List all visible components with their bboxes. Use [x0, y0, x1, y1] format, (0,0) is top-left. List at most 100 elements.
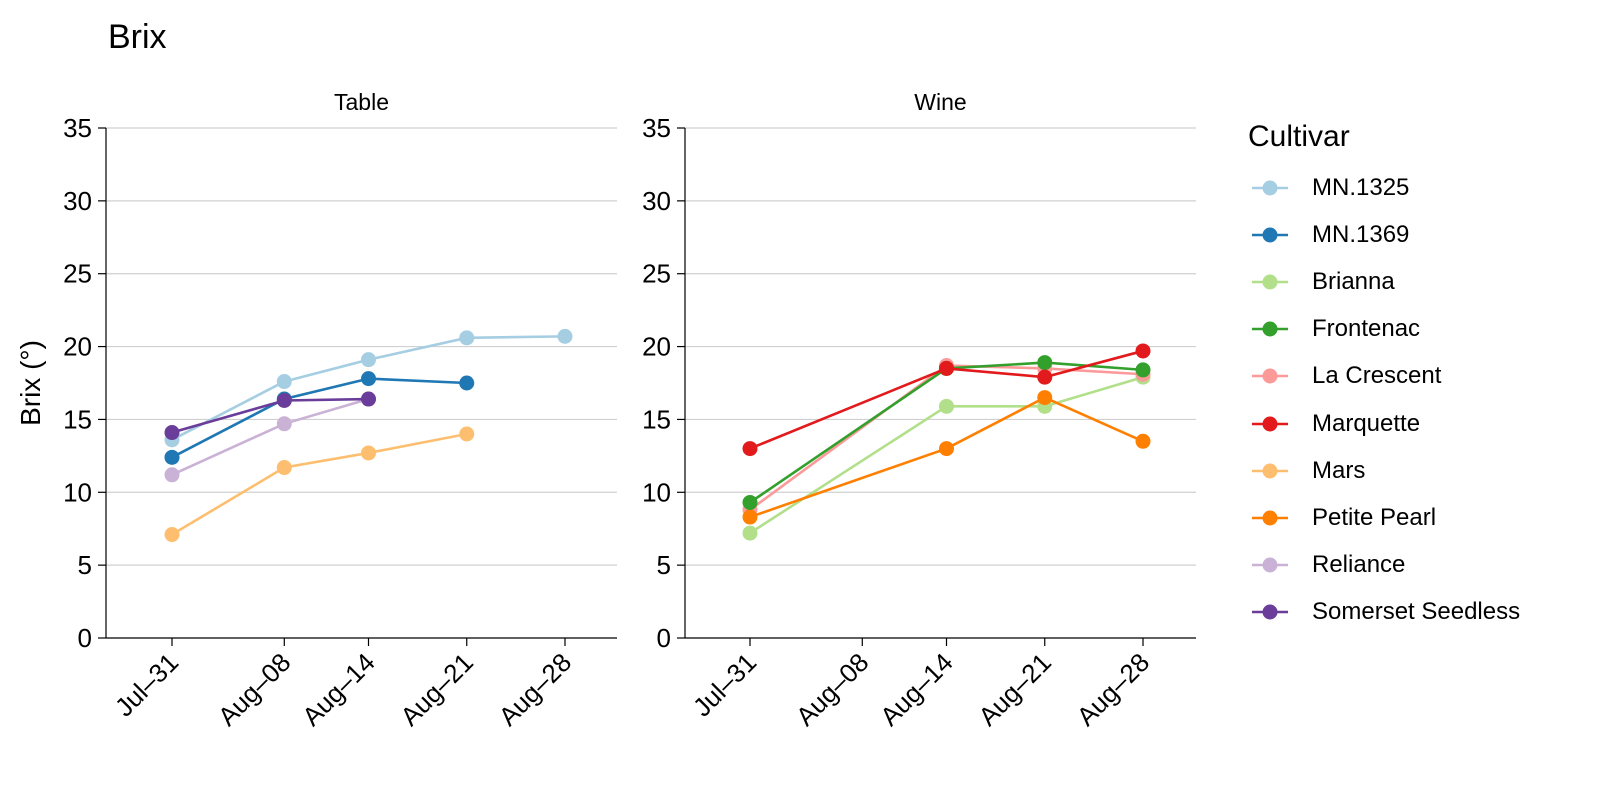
- data-point: [1135, 343, 1151, 359]
- legend-label: Frontenac: [1312, 315, 1421, 343]
- series-line: [171, 397, 369, 476]
- data-point: [361, 445, 376, 461]
- y-tick-label: 35: [642, 113, 671, 143]
- data-point: [742, 441, 758, 457]
- data-point: [276, 374, 292, 390]
- data-point: [276, 460, 292, 476]
- y-tick-label: 5: [78, 550, 92, 580]
- legend-label: Mars: [1312, 456, 1366, 484]
- legend: Cultivar MN.1325 MN.1369 Brianna Frontenac L…: [1248, 120, 1520, 636]
- series-line: [749, 349, 1144, 450]
- page-title: Brix: [108, 18, 167, 56]
- y-tick-label: 10: [63, 477, 92, 507]
- data-point: [1037, 355, 1053, 371]
- x-tick-label: Aug–21: [394, 647, 479, 732]
- data-point: [164, 425, 180, 441]
- data-point: [1037, 390, 1053, 406]
- y-tick-label: 10: [642, 477, 671, 507]
- data-point: [164, 449, 180, 465]
- legend-item: Somerset Seedless: [1248, 589, 1520, 636]
- x-tick-label: Aug–14: [874, 647, 959, 732]
- data-point: [1135, 433, 1151, 449]
- legend-item: MN.1325: [1248, 164, 1520, 211]
- legend-swatch: [1252, 604, 1288, 620]
- y-tick-label: 0: [657, 623, 671, 653]
- y-tick-label: 5: [657, 550, 671, 580]
- series-line: [749, 361, 1144, 504]
- panel-title: Table: [334, 89, 389, 115]
- data-point: [1135, 362, 1151, 378]
- y-tick-label: 20: [642, 332, 671, 362]
- y-tick-label: 25: [642, 259, 671, 289]
- y-axis-label: Brix (°): [15, 340, 46, 426]
- legend-swatch: [1252, 321, 1288, 337]
- legend-swatch: [1252, 463, 1288, 479]
- legend-item: La Crescent: [1248, 353, 1520, 400]
- data-point: [276, 392, 292, 408]
- legend-label: Petite Pearl: [1312, 503, 1437, 531]
- legend-swatch: [1252, 227, 1288, 243]
- legend-item: Frontenac: [1248, 306, 1520, 353]
- series-line: [749, 375, 1144, 535]
- series-line: [171, 432, 467, 536]
- y-tick-label: 30: [63, 186, 92, 216]
- data-point: [1037, 369, 1053, 385]
- legend-swatch: [1252, 557, 1288, 573]
- series-line: [171, 377, 467, 459]
- legend-label: MN.1369: [1312, 220, 1410, 248]
- legend-item: MN.1369: [1248, 211, 1520, 258]
- data-point: [361, 352, 376, 368]
- data-point: [939, 398, 954, 414]
- data-point: [164, 527, 180, 543]
- data-point: [742, 494, 758, 510]
- series-line: [171, 335, 566, 441]
- x-tick-label: Aug–21: [972, 647, 1057, 732]
- y-tick-label: 35: [63, 113, 92, 143]
- x-tick-label: Aug–28: [493, 647, 578, 732]
- x-tick-label: Aug–08: [212, 647, 297, 732]
- data-point: [459, 426, 475, 442]
- legend-label: MN.1325: [1312, 173, 1410, 201]
- data-point: [459, 375, 475, 391]
- data-point: [164, 467, 180, 483]
- y-tick-label: 15: [63, 404, 92, 434]
- legend-items: MN.1325 MN.1369 Brianna Frontenac La Crescen…: [1248, 164, 1520, 636]
- panel-title: Wine: [914, 89, 966, 115]
- y-tick-label: 20: [63, 332, 92, 362]
- x-tick-label: Jul–31: [687, 647, 762, 722]
- legend-label: La Crescent: [1312, 362, 1442, 390]
- data-point: [742, 525, 758, 541]
- data-point: [939, 441, 954, 457]
- legend-item: Brianna: [1248, 258, 1520, 305]
- legend-title: Cultivar: [1248, 120, 1350, 153]
- data-point: [742, 509, 758, 525]
- series-line: [171, 397, 369, 434]
- series-line: [749, 396, 1144, 519]
- legend-item: Reliance: [1248, 542, 1520, 589]
- y-tick-label: 15: [642, 404, 671, 434]
- legend-swatch: [1252, 368, 1288, 384]
- x-tick-label: Jul–31: [109, 647, 184, 722]
- y-tick-label: 25: [63, 259, 92, 289]
- legend-label: Somerset Seedless: [1312, 598, 1521, 626]
- data-point: [361, 371, 376, 387]
- legend-item: Mars: [1248, 447, 1520, 494]
- legend-swatch: [1252, 274, 1288, 290]
- data-point: [557, 328, 573, 344]
- x-tick-label: Aug–08: [790, 647, 875, 732]
- series-line: [749, 364, 1144, 511]
- data-point: [361, 391, 376, 407]
- legend-label: Reliance: [1312, 551, 1406, 579]
- legend-swatch: [1252, 180, 1288, 196]
- y-tick-label: 0: [78, 623, 92, 653]
- legend-swatch: [1252, 416, 1288, 432]
- legend-label: Brianna: [1312, 267, 1395, 295]
- data-point: [276, 416, 292, 432]
- x-tick-label: Aug–14: [296, 647, 381, 732]
- legend-swatch: [1252, 510, 1288, 526]
- data-point: [939, 360, 954, 376]
- y-tick-label: 30: [642, 186, 671, 216]
- data-point: [459, 330, 475, 346]
- legend-item: Petite Pearl: [1248, 494, 1520, 541]
